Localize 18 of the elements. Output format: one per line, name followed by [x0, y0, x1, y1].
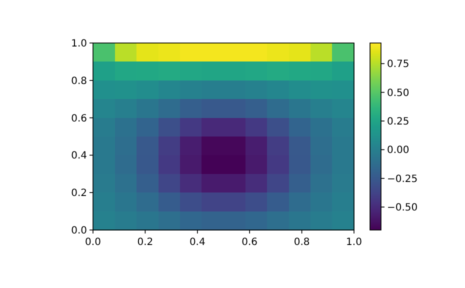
x-tick-label: 0.8 — [294, 237, 310, 248]
x-tick-label: 1.0 — [346, 237, 362, 248]
y-tick-label: 0.0 — [71, 226, 87, 236]
x-tick-label: 0.0 — [85, 237, 101, 248]
x-tick-label: 0.6 — [242, 237, 258, 248]
color-bar-label: 0.50 — [387, 88, 410, 99]
x-tick-label: 0.2 — [137, 237, 154, 248]
color-bar-label: 0.00 — [387, 145, 410, 156]
color-bar-label: 0.75 — [387, 59, 410, 70]
y-tick-label: 1.0 — [71, 38, 87, 50]
y-tick-label: 0.8 — [71, 76, 87, 87]
color-bar-label: 0.25 — [387, 116, 410, 128]
y-tick-label: 0.6 — [71, 113, 87, 124]
x-tick-label: 0.4 — [189, 237, 206, 248]
color-bar-label: −0.25 — [387, 174, 418, 185]
y-tick-label: 0.2 — [71, 188, 87, 200]
color-bar-label: −0.50 — [387, 202, 418, 214]
y-tick-label: 0.4 — [71, 150, 87, 162]
